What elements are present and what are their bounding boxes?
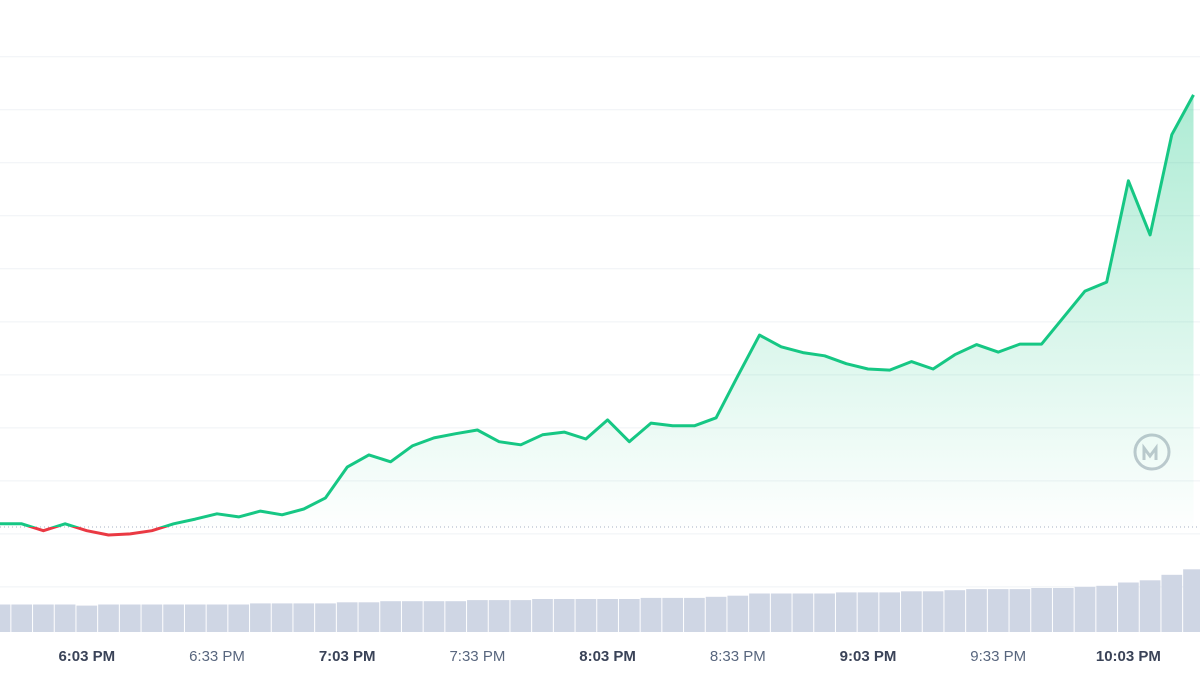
- volume-bar: [1139, 580, 1161, 632]
- volume-bar: [1118, 582, 1139, 632]
- volume-bar: [11, 604, 33, 632]
- x-tick-label: 6:03 PM: [58, 648, 115, 665]
- volume-bar: [814, 593, 835, 632]
- volume-bar: [1096, 585, 1118, 632]
- volume-bar: [1183, 569, 1200, 632]
- x-tick-label: 10:03 PM: [1096, 648, 1161, 665]
- volume-bar: [250, 603, 271, 632]
- price-line: [0, 94, 1195, 528]
- volume-bar: [315, 603, 336, 632]
- volume-bar: [0, 604, 11, 632]
- volume-bar: [727, 595, 749, 632]
- volume-bar: [1052, 588, 1074, 632]
- volume-bar: [922, 591, 944, 632]
- volume-bar: [749, 593, 770, 632]
- x-tick-label: 9:03 PM: [840, 648, 897, 665]
- volume-bar: [423, 601, 445, 632]
- volume-bar: [792, 593, 814, 632]
- price-area: [0, 94, 1194, 528]
- volume-bar: [987, 589, 1009, 632]
- volume-bar: [684, 597, 705, 632]
- volume-bar: [1009, 589, 1031, 632]
- volume-bar: [705, 596, 727, 632]
- volume-bar: [662, 597, 684, 632]
- volume-bar: [770, 593, 792, 632]
- x-tick-label: 9:33 PM: [970, 648, 1026, 665]
- volume-bar: [271, 603, 293, 632]
- volume-bar: [76, 605, 98, 632]
- volume-bar: [857, 592, 879, 632]
- volume-bar: [1074, 586, 1096, 632]
- x-tick-label: 8:03 PM: [579, 648, 636, 665]
- volume-bar: [1031, 588, 1052, 632]
- volume-bar: [445, 601, 467, 632]
- volume-bar: [119, 604, 141, 632]
- volume-bar: [141, 604, 163, 632]
- volume-bar: [228, 604, 250, 632]
- volume-bar: [206, 604, 228, 632]
- volume-bar: [553, 599, 575, 632]
- volume-bar: [380, 601, 401, 632]
- volume-bar: [293, 603, 315, 632]
- volume-bar: [488, 600, 510, 632]
- volume-bar: [54, 604, 76, 632]
- volume-bar: [510, 600, 532, 632]
- volume-bar: [98, 604, 119, 632]
- volume-bar: [575, 599, 597, 632]
- volume-bar: [1161, 574, 1183, 632]
- volume-bar: [184, 604, 206, 632]
- volume-bar: [163, 604, 184, 632]
- volume-bar: [901, 591, 922, 632]
- x-tick-label: 6:33 PM: [189, 648, 245, 665]
- volume-bar: [640, 597, 662, 632]
- volume-bar: [944, 590, 966, 632]
- volume-bar: [597, 599, 618, 632]
- x-tick-label: 7:33 PM: [449, 648, 505, 665]
- volume-bar: [966, 589, 987, 632]
- volume-bar: [358, 602, 380, 632]
- volume-bar: [336, 602, 358, 632]
- x-tick-label: 7:03 PM: [319, 648, 376, 665]
- volume-bar: [879, 592, 901, 632]
- volume-bar: [618, 599, 640, 632]
- volume-bar: [835, 592, 857, 632]
- x-tick-label: 8:33 PM: [710, 648, 766, 665]
- volume-bar: [33, 604, 54, 632]
- volume-bar: [532, 599, 553, 632]
- volume-bar: [401, 601, 423, 632]
- volume-bar: [467, 600, 488, 632]
